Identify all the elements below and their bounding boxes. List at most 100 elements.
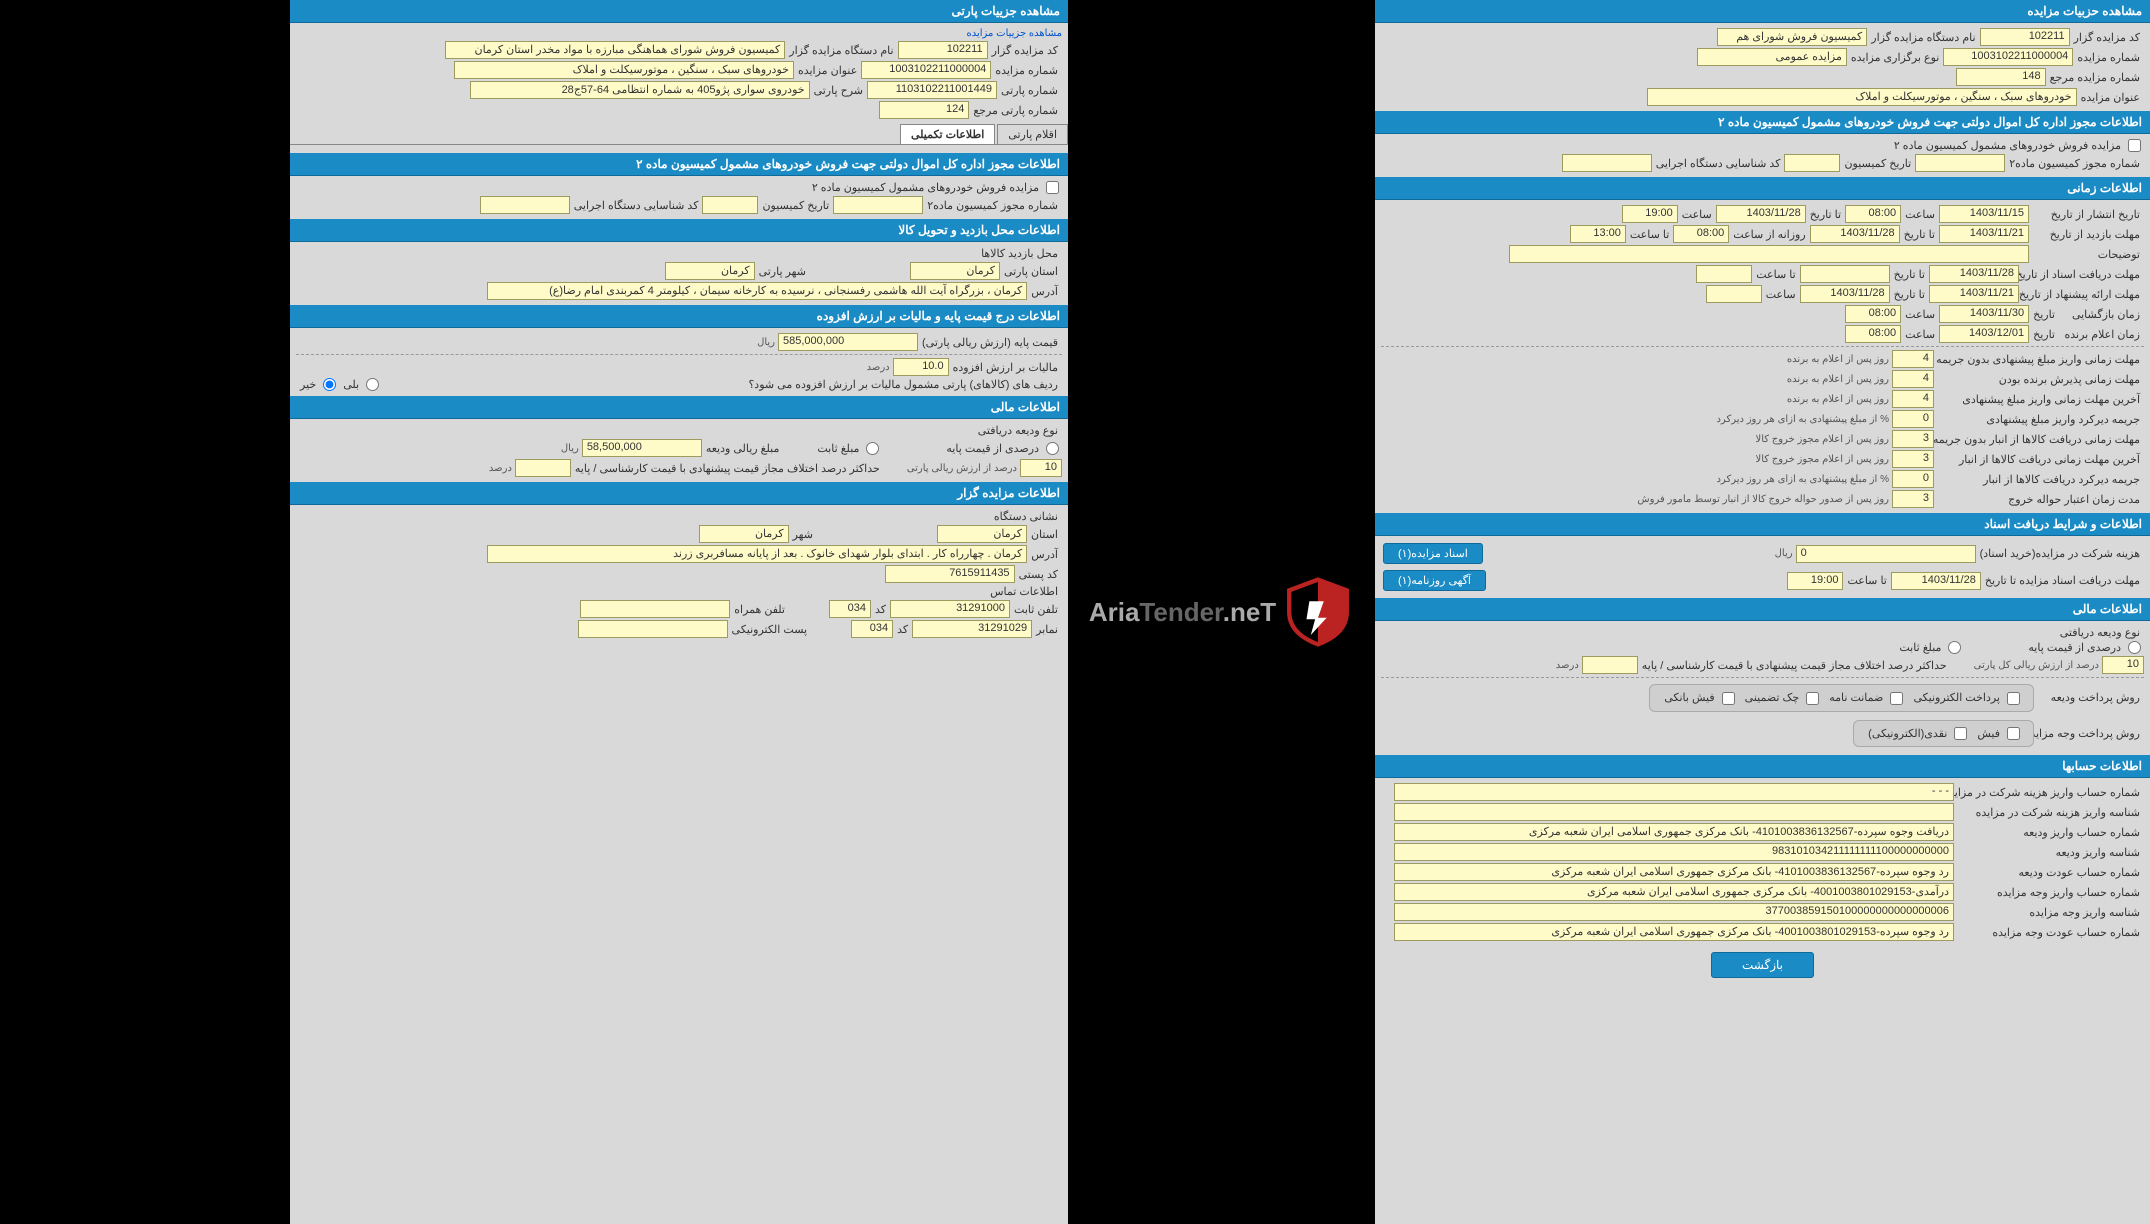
- lbl-winner-date-word: تاریخ: [2029, 328, 2059, 341]
- unit-percent3: درصد: [486, 463, 515, 474]
- lbl-acc6: شماره حساب واریز وجه مزایده: [1954, 886, 2144, 899]
- lbl-lic-date: تاریخ کمیسیون: [1840, 157, 1915, 170]
- tab-supplementary[interactable]: اطلاعات تکمیلی: [900, 124, 995, 144]
- unit-pct2: درصد از ارزش ریالی پارتی: [904, 463, 1020, 474]
- radio-pct2[interactable]: [1046, 442, 1059, 455]
- chk-pay-cash[interactable]: [1954, 727, 1967, 740]
- fld-code2: 034: [851, 620, 893, 638]
- chk-pay-bank[interactable]: [1722, 692, 1735, 705]
- lbl-h3: تا ساعت: [1752, 268, 1799, 281]
- lbl-no: خیر: [296, 378, 320, 391]
- fld-addr: کرمان ، بزرگراه آیت الله هاشمی رفسنجانی …: [487, 282, 1027, 300]
- fld-l-liccode: [480, 196, 570, 214]
- lbl-l-licnum: شماره مجوز کمیسیون ماده۲: [923, 199, 1062, 212]
- radio-yes[interactable]: [366, 378, 379, 391]
- lbl-to2: تا تاریخ: [1900, 228, 1939, 241]
- lbl-l-code: کد مزایده گزار: [988, 44, 1062, 57]
- lbl-fax: نمابر: [1032, 623, 1062, 636]
- lbl-l-title: عنوان مزایده: [794, 64, 861, 77]
- fld-doc-deadline-date: 1403/11/28: [1891, 572, 1981, 590]
- lbl-code2: کد: [893, 623, 912, 636]
- fld-offer-to: 1403/11/28: [1800, 285, 1890, 303]
- lbl-dl3: آخرین مهلت زمانی واریز مبلغ پیشنهادی: [1934, 393, 2144, 406]
- chk-pay-elec[interactable]: [2007, 692, 2020, 705]
- lbl-to3: تا تاریخ: [1890, 268, 1929, 281]
- lbl-daily-from: روزانه از ساعت: [1729, 228, 1809, 241]
- lbl-diff: حداکثر درصد اختلاف مجاز قیمت پیشنهادی با…: [1638, 659, 1951, 672]
- radio-no[interactable]: [323, 378, 336, 391]
- unit-dl7: % از مبلغ پیشنهادی به ازای هر روز دیرکرد: [1713, 474, 1892, 485]
- section-header-lic2: اطلاعات مجوز اداره کل اموال دولتی جهت فر…: [290, 153, 1068, 176]
- lbl-auction-code: کد مزایده گزار: [2070, 31, 2144, 44]
- lbl-winner: زمان اعلام برنده: [2059, 328, 2144, 341]
- unit-pct: درصد از ارزش ریالی کل پارتی: [1971, 660, 2102, 671]
- btn-auction-docs[interactable]: اسناد مزایده(۱): [1383, 543, 1483, 564]
- unit-rial2: ریال: [754, 337, 778, 348]
- lbl-deptype2: نوع ودیعه دریافتی: [974, 424, 1062, 437]
- fld-l-num: 1003102211000004: [861, 61, 991, 79]
- lbl-dl8: مدت زمان اعتبار حواله خروج: [1934, 493, 2144, 506]
- lbl-yes: بلی: [339, 378, 363, 391]
- radio-fixed[interactable]: [1948, 641, 1961, 654]
- fld-acc3: دریافت وجوه سپرده-4101003836132567- بانک…: [1394, 823, 1954, 841]
- lbl-deposit-type: نوع ودیعه دریافتی: [2056, 626, 2144, 639]
- chk-lic-sale[interactable]: [2128, 139, 2141, 152]
- tab-items[interactable]: اقلام پارتی: [997, 124, 1068, 144]
- btn-newspaper[interactable]: آگهی روزنامه(۱): [1383, 570, 1486, 591]
- link-auction-details[interactable]: مشاهده جزییات مزایده: [966, 28, 1062, 39]
- fld-doc-recv-h: [1696, 265, 1752, 283]
- chk-pay-check[interactable]: [1806, 692, 1819, 705]
- lbl-dl2: مهلت زمانی پذیرش برنده بودن: [1934, 373, 2144, 386]
- fld-winner-date: 1403/12/01: [1939, 325, 2029, 343]
- fld-l-title: خودروهای سبک ، سنگین ، موتورسیکلت و املا…: [454, 61, 794, 79]
- lbl-acc1: شماره حساب واریز هزینه شرکت در مزایده: [1954, 786, 2144, 799]
- lbl-doc-recv: مهلت دریافت اسناد از تاریخ: [2019, 268, 2144, 281]
- lbl-dl5: مهلت زمانی دریافت کالاها از انبار بدون ج…: [1934, 433, 2144, 446]
- lbl-pay-check: چک تضمینی: [1741, 692, 1803, 704]
- fld-lic-num: [1915, 154, 2005, 172]
- chk-pay-receipt[interactable]: [2007, 727, 2020, 740]
- lbl-org-city: شهر: [789, 528, 817, 541]
- party-details-panel: مشاهده جزییات پارتی مشاهده جزییات مزایده…: [290, 0, 1068, 1224]
- fld-publish-from-h: 08:00: [1845, 205, 1901, 223]
- lbl-h6: ساعت: [1901, 328, 1939, 341]
- section-header-time: اطلاعات زمانی: [1375, 177, 2150, 200]
- fld-part-cost: 0: [1796, 545, 1976, 563]
- fld-l-licdate: [702, 196, 758, 214]
- lbl-code1: کد: [871, 603, 890, 616]
- radio-fixed2[interactable]: [866, 442, 879, 455]
- lbl-auction-ref: شماره مزایده مرجع: [2046, 71, 2144, 84]
- btn-return[interactable]: بازگشت: [1711, 952, 1814, 978]
- fld-acc6: درآمدی-4001003801029153- بانک مرکزی جمهو…: [1394, 883, 1954, 901]
- logo-text: AriaTender.neT: [1089, 597, 1276, 628]
- lbl-acc7: شناسه واریز وجه مزایده: [1954, 906, 2144, 919]
- lbl-notes: توضیحات: [2029, 248, 2144, 261]
- section-header-docs: اطلاعات و شرایط دریافت اسناد: [1375, 513, 2150, 536]
- fld-mobile: [580, 600, 730, 618]
- unit-dl2: روز پس از اعلام به برنده: [1784, 374, 1892, 385]
- radio-pct-base[interactable]: [2128, 641, 2141, 654]
- fld-org-prov: کرمان: [937, 525, 1027, 543]
- lbl-pay-deposit: روش پرداخت ودیعه: [2034, 691, 2144, 704]
- fld-doc-recv-to: [1800, 265, 1890, 283]
- tab-bar: اقلام پارتی اطلاعات تکمیلی: [290, 124, 1068, 145]
- unit-dl4: % از مبلغ پیشنهادی به ازای هر روز دیرکرد: [1713, 414, 1892, 425]
- chk-l-lic[interactable]: [1046, 181, 1059, 194]
- fld-acc8: رد وجوه سپرده-4001003801029153- بانک مرک…: [1394, 923, 1954, 941]
- lbl-city: شهر پارتی: [755, 265, 810, 278]
- fld-visit-to: 1403/11/28: [1810, 225, 1900, 243]
- fld-device-name: کمیسیون فروش شورای هم: [1717, 28, 1867, 46]
- fld-pct2: 10: [1020, 459, 1062, 477]
- unit-rial1: ریال: [1772, 548, 1796, 559]
- fld-auction-title: خودروهای سبک ، سنگین ، موتورسیکلت و املا…: [1647, 88, 2077, 106]
- fld-l-pnum: 1103102211001449: [867, 81, 997, 99]
- fld-dep-amt: 58,500,000: [582, 439, 702, 457]
- lbl-base-price: قیمت پایه (ارزش ریالی پارتی): [918, 336, 1062, 349]
- chk-pay-guarantee[interactable]: [1890, 692, 1903, 705]
- lbl-pay-receipt: فیش: [1973, 728, 2004, 740]
- lbl-fixed2: مبلغ ثابت: [813, 442, 863, 455]
- fld-code1: 034: [829, 600, 871, 618]
- auction-details-panel: مشاهده حزبیات مزایده کد مزایده گزار 1022…: [1375, 0, 2150, 1224]
- lbl-lic-sale: مزایده فروش خودروهای مشمول کمیسیون ماده …: [1890, 139, 2125, 152]
- fld-lic-date: [1784, 154, 1840, 172]
